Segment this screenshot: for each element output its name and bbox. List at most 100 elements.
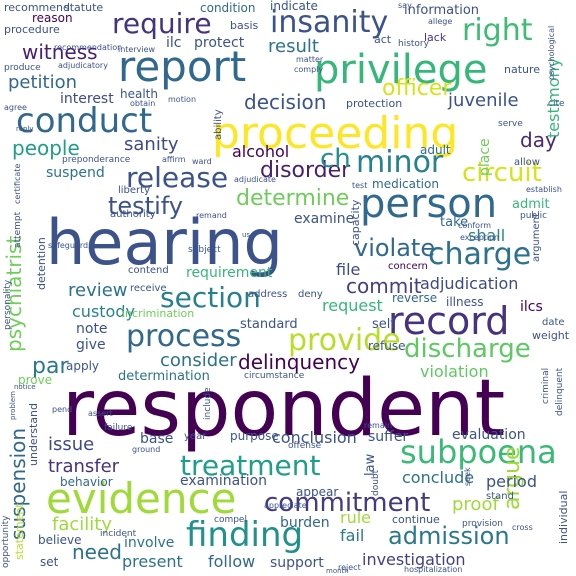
word-comply: comply bbox=[294, 65, 324, 74]
word-charge: charge bbox=[428, 237, 532, 272]
word-remain: remain bbox=[364, 421, 393, 430]
word-include: include bbox=[203, 387, 213, 420]
word-insanity: insanity bbox=[270, 5, 389, 40]
word-privilege: privilege bbox=[314, 47, 488, 93]
word-note: note bbox=[76, 321, 108, 337]
word-statute: statute bbox=[64, 1, 104, 14]
word-hearing: hearing bbox=[46, 206, 283, 279]
word-appear: appear bbox=[296, 485, 339, 499]
word-interest: interest bbox=[60, 91, 114, 107]
word-individual: individual bbox=[557, 490, 570, 544]
word-officer: officer bbox=[382, 76, 452, 101]
word-give: give bbox=[76, 337, 106, 353]
word-violate: violate bbox=[354, 234, 436, 262]
word-burden: burden bbox=[280, 515, 330, 531]
word-prove: prove bbox=[18, 373, 53, 387]
word-proceeding: proceeding bbox=[212, 108, 459, 159]
word-cross: cross bbox=[512, 523, 533, 532]
word-issue: issue bbox=[48, 434, 95, 455]
word-period: period bbox=[486, 472, 537, 491]
word-statement: statement bbox=[13, 503, 26, 560]
word-respondent: respondent bbox=[62, 364, 506, 454]
word-violation: violation bbox=[420, 362, 489, 381]
word-motion: motion bbox=[168, 95, 197, 104]
word-rule: rule bbox=[340, 508, 372, 527]
word-review: review bbox=[68, 280, 128, 301]
word-suspend: suspend bbox=[46, 165, 105, 181]
word-say: say bbox=[398, 1, 412, 10]
word-lack: lack bbox=[424, 31, 447, 44]
word-standard: standard bbox=[240, 317, 298, 332]
word-requirement: requirement bbox=[186, 265, 273, 281]
word-require: require bbox=[112, 7, 212, 40]
word-psychological: psychological bbox=[547, 25, 556, 80]
word-month: month bbox=[326, 567, 349, 575]
word-apply: apply bbox=[66, 359, 100, 373]
word-use: use bbox=[242, 231, 255, 239]
word-person: person bbox=[360, 181, 498, 227]
word-decision: decision bbox=[244, 90, 327, 114]
word-interview: interview bbox=[118, 45, 156, 54]
word-preponderance: preponderance bbox=[62, 155, 131, 165]
word-conform: conform bbox=[458, 221, 492, 230]
word-criminal: criminal bbox=[541, 367, 551, 404]
word-commit: commit bbox=[346, 274, 422, 298]
word-right: right bbox=[462, 13, 533, 48]
word-file: file bbox=[336, 260, 361, 279]
word-authority: authority bbox=[110, 209, 156, 220]
word-procedure: procedure bbox=[4, 23, 60, 36]
word-serve: serve bbox=[498, 119, 523, 129]
word-year: year bbox=[184, 431, 207, 442]
word-recommendation: recommendation bbox=[54, 43, 123, 52]
word-produce: produce bbox=[4, 63, 41, 73]
word-petition: petition bbox=[8, 72, 78, 93]
word-set: set bbox=[40, 555, 59, 569]
word-seek: seek bbox=[463, 467, 472, 486]
word-basis: basis bbox=[230, 19, 259, 32]
word-transfer: transfer bbox=[48, 456, 120, 477]
word-receive: receive bbox=[130, 283, 167, 294]
word-follow: follow bbox=[208, 552, 256, 571]
word-report: report bbox=[118, 42, 247, 91]
word-reject: reject bbox=[338, 563, 361, 572]
word-recommend: recommend bbox=[4, 1, 70, 14]
word-health: health bbox=[120, 87, 158, 101]
word-stand: stand bbox=[486, 491, 514, 502]
word-finding: finding bbox=[186, 515, 304, 555]
word-safeguard: safeguard bbox=[48, 241, 89, 250]
word-obtain: obtain bbox=[130, 99, 156, 108]
word-continue: continue bbox=[392, 513, 440, 526]
word-treatment: treatment bbox=[180, 449, 321, 482]
word-provision: provision bbox=[462, 519, 503, 529]
word-ward: ward bbox=[192, 157, 212, 166]
word-concern: concern bbox=[388, 261, 428, 272]
word-believe: believe bbox=[38, 533, 82, 547]
word-ilc: ilc bbox=[166, 35, 182, 51]
word-examine: examine bbox=[294, 211, 355, 227]
word-liberty: liberty bbox=[118, 185, 151, 196]
word-agree: agree bbox=[4, 103, 27, 112]
word-fail: fail bbox=[340, 526, 365, 545]
word-nature: nature bbox=[504, 63, 541, 76]
word-allow: allow bbox=[514, 157, 540, 168]
word-understand: understand bbox=[27, 403, 40, 466]
word-detention: detention bbox=[35, 237, 48, 290]
word-examination: examination bbox=[180, 473, 268, 489]
word-delinquency: delinquency bbox=[238, 350, 360, 374]
word-day: day bbox=[520, 128, 557, 152]
word-incident: incident bbox=[100, 529, 137, 539]
word-purpose: purpose bbox=[230, 429, 279, 443]
word-reverse: reverse bbox=[392, 291, 438, 305]
word-act: act bbox=[374, 33, 392, 46]
word-adjudicate: adjudicate bbox=[234, 175, 276, 184]
word-adult: adult bbox=[420, 143, 451, 157]
word-support: support bbox=[270, 555, 324, 571]
word-hospitalization: hospitalization bbox=[404, 565, 463, 574]
word-attempt: attempt bbox=[13, 211, 23, 248]
word-witness: witness bbox=[22, 40, 98, 64]
word-minor: minor bbox=[356, 145, 444, 180]
word-appreciate: appreciate bbox=[264, 501, 307, 510]
word-condition: condition bbox=[200, 1, 256, 15]
word-indicate: indicate bbox=[270, 0, 318, 13]
